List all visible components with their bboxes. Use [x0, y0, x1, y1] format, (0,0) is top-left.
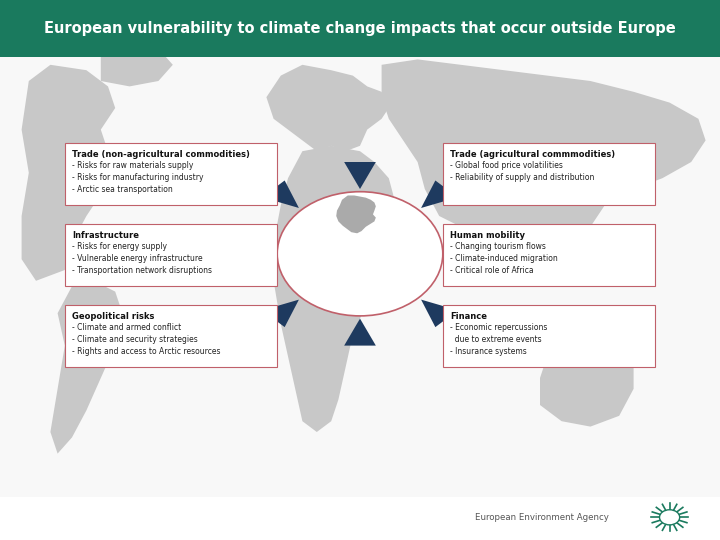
FancyBboxPatch shape — [65, 305, 277, 367]
Polygon shape — [22, 65, 122, 281]
Polygon shape — [540, 335, 634, 427]
Text: - Risks for energy supply: - Risks for energy supply — [72, 242, 167, 251]
Polygon shape — [336, 195, 376, 233]
Text: - Risks for manufacturing industry: - Risks for manufacturing industry — [72, 173, 204, 182]
FancyBboxPatch shape — [443, 224, 655, 286]
FancyBboxPatch shape — [65, 143, 277, 205]
Text: - Reliability of supply and distribution: - Reliability of supply and distribution — [450, 173, 595, 182]
Polygon shape — [421, 180, 458, 208]
Polygon shape — [344, 162, 376, 189]
Polygon shape — [262, 180, 299, 208]
Text: - Critical role of Africa: - Critical role of Africa — [450, 266, 534, 275]
FancyBboxPatch shape — [443, 305, 655, 367]
Text: Geopolitical risks: Geopolitical risks — [72, 312, 154, 321]
Text: - Rights and access to Arctic resources: - Rights and access to Arctic resources — [72, 347, 220, 356]
Text: - Insurance systems: - Insurance systems — [450, 347, 527, 356]
Text: - Climate and armed conflict: - Climate and armed conflict — [72, 323, 181, 332]
Text: Infrastructure: Infrastructure — [72, 231, 139, 240]
Polygon shape — [274, 146, 396, 432]
FancyBboxPatch shape — [65, 224, 277, 286]
Text: - Risks for raw materials supply: - Risks for raw materials supply — [72, 161, 194, 170]
Text: European vulnerability to climate change impacts that occur outside Europe: European vulnerability to climate change… — [44, 21, 676, 36]
Text: Human mobility: Human mobility — [450, 231, 525, 240]
Text: European Environment Agency: European Environment Agency — [474, 513, 608, 522]
Polygon shape — [262, 300, 299, 327]
Text: - Arctic sea transportation: - Arctic sea transportation — [72, 185, 173, 194]
Text: - Global food price volatilities: - Global food price volatilities — [450, 161, 563, 170]
Polygon shape — [238, 242, 274, 266]
Text: - Vulnerable energy infrastructure: - Vulnerable energy infrastructure — [72, 254, 202, 263]
Circle shape — [277, 192, 443, 316]
Polygon shape — [101, 43, 173, 86]
FancyBboxPatch shape — [0, 0, 720, 57]
FancyBboxPatch shape — [443, 143, 655, 205]
Text: Trade (non-agricultural commodities): Trade (non-agricultural commodities) — [72, 150, 250, 159]
Polygon shape — [421, 300, 458, 327]
Circle shape — [660, 510, 680, 525]
Text: due to extreme events: due to extreme events — [450, 335, 541, 344]
Polygon shape — [446, 242, 482, 266]
Text: - Transportation network disruptions: - Transportation network disruptions — [72, 266, 212, 275]
Polygon shape — [344, 319, 376, 346]
Polygon shape — [266, 65, 389, 151]
FancyBboxPatch shape — [0, 54, 720, 497]
Text: - Climate and security strategies: - Climate and security strategies — [72, 335, 198, 344]
Text: - Climate-induced migration: - Climate-induced migration — [450, 254, 558, 263]
Text: Trade (agricultural commmodities): Trade (agricultural commmodities) — [450, 150, 615, 159]
Text: - Economic repercussions: - Economic repercussions — [450, 323, 547, 332]
Polygon shape — [382, 59, 706, 259]
Text: Finance: Finance — [450, 312, 487, 321]
Polygon shape — [50, 281, 122, 454]
Text: - Changing tourism flows: - Changing tourism flows — [450, 242, 546, 251]
